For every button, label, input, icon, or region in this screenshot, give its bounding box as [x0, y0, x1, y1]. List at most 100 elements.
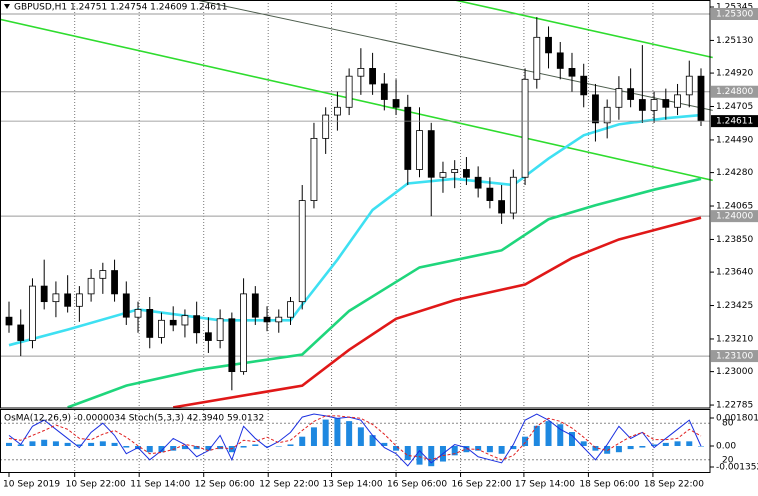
main-frame: [0, 0, 711, 409]
osc-y-tick-label: 0.0018019: [716, 414, 758, 424]
candle-body: [334, 106, 341, 116]
osma-bar: [88, 442, 95, 446]
candle-body: [263, 316, 271, 323]
x-tick-label: 13 Sep 14:00: [323, 480, 383, 490]
candle-body: [533, 36, 541, 80]
osma-bar: [299, 436, 306, 446]
stoch-main: [8, 413, 702, 467]
osma-bar: [686, 441, 693, 446]
osma-bar: [381, 442, 388, 446]
osma-bar: [29, 441, 36, 446]
candle-body: [556, 52, 564, 69]
osma-bar: [451, 445, 458, 456]
osma-bar: [310, 427, 317, 446]
candle-body: [29, 285, 36, 341]
candle-body: [228, 318, 236, 373]
y-tick-label: 1.23850: [716, 235, 753, 245]
candle-body: [251, 293, 259, 318]
y-tick-label: 1.25130: [716, 36, 753, 46]
current-price-tag: [711, 115, 758, 128]
candle-body: [416, 130, 423, 170]
x-tick-label: 18 Sep 22:00: [644, 480, 704, 490]
candle-body: [146, 309, 154, 338]
osma-bar: [193, 445, 200, 450]
y-tick-label: 1.23640: [716, 268, 753, 278]
candle-body: [310, 137, 318, 201]
osma-bar: [651, 444, 658, 446]
candle-body: [427, 130, 435, 178]
osma-bar: [428, 445, 435, 467]
osma-bar: [674, 441, 681, 446]
level-label: 1.24800: [716, 87, 753, 97]
oscillator-frame: [0, 409, 711, 473]
osma-bar: [6, 442, 12, 446]
candle-body: [345, 75, 353, 108]
y-tick-label: 1.22785: [716, 401, 753, 411]
x-tick-label: 12 Sep 22:00: [259, 480, 319, 490]
osma-bar: [240, 445, 247, 448]
x-tick-label: 11 Sep 14:00: [130, 480, 190, 490]
osma-bar: [52, 441, 59, 446]
stoch-tick-label: 80: [722, 419, 734, 429]
osma-bar: [217, 445, 224, 450]
osma-bar: [604, 445, 611, 454]
candle-body: [662, 99, 670, 108]
y-tick-label: 1.24065: [716, 202, 753, 212]
osma-bar: [510, 445, 517, 450]
osma-bar: [158, 445, 165, 453]
candle-body: [181, 315, 189, 326]
osma-bar: [41, 439, 48, 446]
trendline: [196, 0, 713, 111]
y-tick-label: 1.25345: [716, 2, 753, 12]
osma-bar: [76, 444, 83, 446]
x-tick-label: 10 Sep 2019: [3, 480, 60, 490]
osma-bar: [111, 442, 118, 446]
osma-bar: [580, 441, 587, 446]
osma-bar: [475, 445, 482, 451]
candle-body: [169, 319, 177, 326]
osma-bar: [639, 445, 646, 448]
osma-bar: [615, 445, 622, 453]
osma-bar: [592, 445, 599, 451]
osma-bar: [357, 427, 364, 446]
y-tick-label: 1.24490: [716, 135, 753, 145]
candle-body: [498, 200, 506, 214]
osma-bar: [264, 445, 271, 447]
candle-body: [216, 318, 224, 341]
osma-bar: [181, 445, 188, 450]
osma-bar: [416, 445, 423, 465]
osma-bar: [498, 445, 505, 454]
candle-body: [697, 75, 705, 122]
candle-body: [298, 200, 306, 303]
candle-body: [650, 99, 658, 111]
oscillator-title: OsMA(12,26,9) -0.0000034 Stoch(5,3,3) 42…: [4, 414, 264, 424]
candle-body: [240, 293, 247, 373]
stoch-tick-label: 20: [722, 455, 734, 465]
osma-bar: [557, 424, 564, 446]
candle-body: [111, 270, 118, 295]
candle-body: [685, 75, 693, 96]
osma-bar: [170, 445, 177, 451]
candle-body: [122, 293, 130, 318]
osma-bar: [64, 442, 71, 446]
moving-average: [67, 177, 702, 409]
osma-bar: [322, 419, 329, 446]
osc-y-tick-label: -0.001352: [716, 463, 758, 473]
candle-body: [568, 68, 576, 77]
level-label: 1.24000: [716, 212, 753, 222]
x-tick-label: 17 Sep 14:00: [515, 480, 575, 490]
trendline: [0, 18, 713, 182]
candle-body: [603, 106, 611, 124]
osma-bar: [404, 445, 411, 460]
candle-body: [439, 172, 447, 178]
candle-body: [615, 88, 623, 108]
current-price-label: 1.24611: [716, 117, 753, 127]
candle-body: [99, 270, 107, 279]
candle-body: [52, 293, 60, 303]
candle-body: [275, 316, 283, 323]
candle-body: [474, 176, 482, 189]
osma-bar: [146, 445, 153, 453]
